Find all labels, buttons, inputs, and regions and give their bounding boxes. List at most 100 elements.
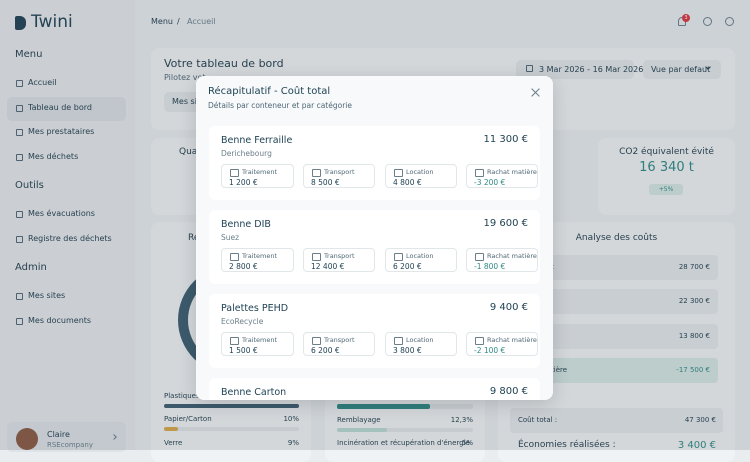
tile-value: 6 200 € <box>311 346 340 355</box>
container-name: Palettes PEHD <box>221 303 289 314</box>
cost-tile: Traitement 1 500 € <box>221 332 294 356</box>
breadcrumb: Accueil <box>187 17 216 26</box>
modal-title: Récapitulatif - Coût total <box>208 86 331 97</box>
nav-item[interactable]: Mes sites <box>28 291 66 300</box>
cost-tile: Location 3 800 € <box>385 332 457 356</box>
container-provider: EcoRecycle <box>221 317 264 326</box>
container-total: 9 400 € <box>489 302 528 313</box>
container-provider: Derichebourg <box>221 149 272 158</box>
cost-value: -17 500 € <box>676 366 710 374</box>
nav-item[interactable]: Tableau de bord <box>28 102 92 112</box>
nav-icon <box>16 104 23 112</box>
category-icon <box>312 169 321 177</box>
tile-label: Transport <box>324 252 355 260</box>
container-name: Benne Carton <box>221 387 287 398</box>
breadcrumb[interactable]: Menu <box>151 17 173 26</box>
logo: Twini <box>31 12 73 32</box>
sites-button[interactable]: Mes sit <box>172 97 201 106</box>
category-icon <box>230 337 239 345</box>
legend-label: Incinération et récupération d'énergie <box>337 439 470 447</box>
notification-badge: 3 <box>682 14 690 22</box>
section-title: Menu <box>15 49 43 60</box>
panel-title: Re <box>188 233 200 243</box>
total-row <box>510 408 723 433</box>
container-card: Benne DIB 19 600 € Suez Traitement 2 800 € Tr… <box>209 210 540 284</box>
cost-tile: Location 6 200 € <box>385 248 457 272</box>
category-icon <box>394 337 403 345</box>
bar-fill <box>337 404 430 409</box>
tile-label: Rachat matière <box>487 168 537 176</box>
bar-track <box>164 427 299 431</box>
nav-icon <box>16 293 23 300</box>
tile-value: 8 500 € <box>311 178 340 187</box>
app: Twini Menu Accueil Tableau de bord Mes prest… <box>0 0 750 452</box>
user-company: RSEcompany <box>47 441 93 449</box>
nav-item[interactable]: Mes documents <box>28 315 92 325</box>
date-range[interactable]: 3 Mar 2026 - 16 Mar 2026 <box>539 65 644 74</box>
category-icon <box>475 169 484 177</box>
tile-value: 6 200 € <box>393 262 422 271</box>
tile-label: Transport <box>324 168 355 176</box>
total-value: 3 400 € <box>677 440 716 451</box>
kpi-card <box>598 138 735 215</box>
cost-tile: Traitement 1 200 € <box>221 164 294 188</box>
container-total: 11 300 € <box>483 134 528 145</box>
legend-value: 5% <box>461 439 473 447</box>
legend-value: 10% <box>283 415 299 423</box>
dashboard-title: Votre tableau de bord <box>164 57 284 70</box>
cost-tile: Transport 8 500 € <box>303 164 375 188</box>
total-label: Coût total : <box>518 416 558 424</box>
legend-value: 12,3% <box>450 416 473 424</box>
tile-label: Location <box>406 336 434 344</box>
nav-item[interactable]: Mes évacuations <box>28 209 95 218</box>
tile-value: 4 800 € <box>393 178 422 187</box>
section-title: Outils <box>15 180 44 191</box>
category-icon <box>394 253 403 261</box>
legend-value: 9% <box>287 439 299 447</box>
bar-fill <box>164 404 299 408</box>
modal-subtitle: Détails par conteneur et par catégorie <box>208 101 352 110</box>
total-label: Économies réalisées : <box>518 440 616 450</box>
legend-label: Verre <box>164 439 183 447</box>
tile-label: Rachat matière <box>487 336 537 344</box>
tile-value: 2 800 € <box>229 262 258 271</box>
help-icon[interactable] <box>725 17 734 26</box>
category-icon <box>312 337 321 345</box>
nav-icon <box>16 80 23 87</box>
nav-icon <box>16 211 23 218</box>
container-card: Benne Ferraille 11 300 € Derichebourg Trait… <box>209 126 540 200</box>
nav-item[interactable]: Accueil <box>28 78 57 87</box>
nav-item[interactable]: Registre des déchets <box>28 233 112 243</box>
container-name: Benne DIB <box>221 219 271 230</box>
tile-label: Location <box>406 252 434 260</box>
view-select-bg <box>643 60 721 79</box>
kpi-title: CO2 équivalent évité <box>619 147 714 157</box>
nav-item[interactable]: Mes prestataires <box>28 127 95 136</box>
kpi-value: 16 340 t <box>639 160 694 175</box>
category-icon <box>230 253 239 261</box>
close-button[interactable] <box>530 87 542 99</box>
nav-item[interactable]: Mes déchets <box>28 151 79 161</box>
view-select[interactable]: Vue par defaut <box>651 65 711 74</box>
nav-icon <box>16 317 23 325</box>
date-range-bg <box>516 60 634 79</box>
breadcrumb: / <box>177 17 180 26</box>
cost-tile: Transport 12 400 € <box>303 248 375 272</box>
user-card[interactable]: Claire RSEcompany <box>7 422 126 452</box>
container-total: 9 800 € <box>489 386 528 397</box>
settings-icon[interactable] <box>703 17 712 26</box>
cost-tile: Rachat matière -2 100 € <box>466 332 538 356</box>
cost-value: 22 300 € <box>678 297 710 305</box>
category-icon <box>312 253 321 261</box>
cost-tile: Traitement 2 800 € <box>221 248 294 272</box>
category-icon <box>475 337 484 345</box>
cost-tile: Transport 6 200 € <box>303 332 375 356</box>
tile-value: 12 400 € <box>311 262 345 271</box>
container-card: Benne Carton 9 800 € <box>209 378 540 400</box>
tile-label: Traitement <box>242 168 278 176</box>
tile-label: Location <box>406 168 434 176</box>
tile-label: Transport <box>324 336 355 344</box>
cost-value: 13 800 € <box>678 332 710 340</box>
bar-fill <box>337 428 387 432</box>
tile-value: 3 800 € <box>393 346 422 355</box>
